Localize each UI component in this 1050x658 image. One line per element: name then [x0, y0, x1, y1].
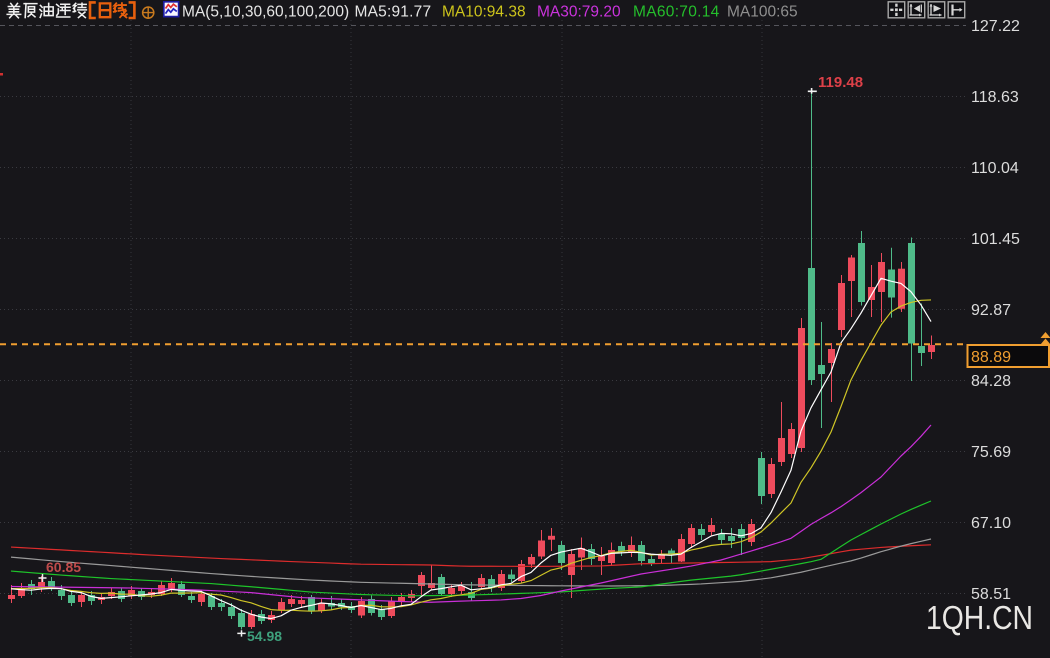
svg-text:1QH.CN: 1QH.CN [926, 599, 1033, 636]
svg-text:60.85: 60.85 [46, 559, 81, 575]
svg-text:MA100:65: MA100:65 [727, 4, 798, 21]
svg-text:MA(5,10,30,60,100,200): MA(5,10,30,60,100,200) [182, 4, 349, 21]
svg-text:MA30:79.20: MA30:79.20 [537, 4, 621, 21]
svg-text:118.63: 118.63 [971, 89, 1019, 106]
svg-text:110.04: 110.04 [971, 160, 1019, 177]
svg-text:75.69: 75.69 [971, 444, 1011, 461]
svg-text:MA5:91.77: MA5:91.77 [355, 4, 432, 21]
svg-text:54.98: 54.98 [247, 628, 282, 644]
svg-text:101.45: 101.45 [971, 231, 1020, 248]
svg-text:MA60:70.14: MA60:70.14 [633, 4, 720, 21]
svg-text:127.22: 127.22 [971, 18, 1020, 35]
svg-text:84.28: 84.28 [971, 373, 1011, 390]
svg-text:67.10: 67.10 [971, 515, 1011, 532]
svg-text:58.51: 58.51 [971, 586, 1011, 603]
svg-text:119.48: 119.48 [818, 74, 863, 91]
svg-text:MA10:94.38: MA10:94.38 [442, 4, 526, 21]
svg-text:92.87: 92.87 [971, 302, 1011, 319]
svg-text:88.89: 88.89 [971, 349, 1011, 366]
